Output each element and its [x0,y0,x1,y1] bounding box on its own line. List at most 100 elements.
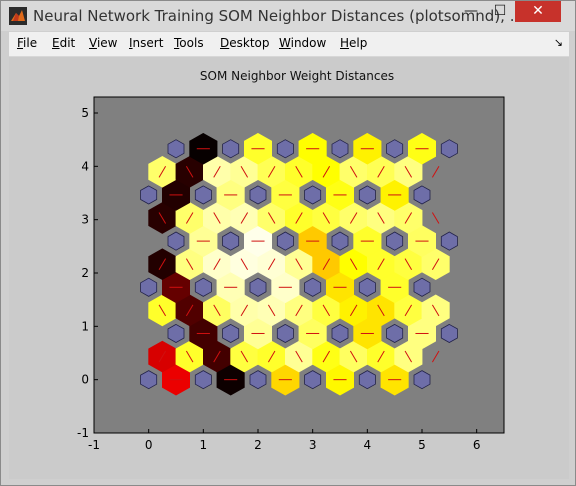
neighbor-line [295,304,303,317]
som-plot: SOM Neighbor Weight Distances -1 0 1 2 3 4 5 6 … [77,69,505,452]
neuron-hexagon [440,139,458,159]
neuron-hexagon [194,370,212,390]
neighbor-line [431,304,440,317]
neighbor-line [213,258,221,270]
neuron-hexagon [304,185,322,205]
neighbor-line [404,350,413,363]
menu-insert-label: nsert [132,36,164,50]
menu-file-mnemonic: F [17,36,24,50]
neuron-hexagon [276,231,294,251]
neighbor-line [295,258,303,270]
menu-view-mnemonic: V [89,36,97,50]
neuron-hexagon [413,185,431,205]
neuron-hexagon [249,277,267,297]
neighbor-line [322,304,331,317]
menu-insert[interactable]: Insert [129,36,163,50]
close-button[interactable]: ✕ [515,1,561,22]
neuron-hexagon [358,370,376,390]
neuron-hexagon [440,231,458,251]
neighbor-line [185,258,194,270]
menu-view[interactable]: View [89,36,117,50]
y-tick-label: 2 [81,266,89,280]
menu-desktop-mnemonic: D [220,36,230,50]
neighbor-line [240,350,249,363]
minimize-button[interactable]: — [464,3,478,19]
maximize-button[interactable]: ☐ [493,3,507,19]
menu-desktop[interactable]: Desktop [220,36,270,50]
x-tick-label: 6 [473,438,481,452]
neighbor-line [185,350,194,363]
x-axis-ticks: -1 0 1 2 3 4 5 6 [88,429,480,452]
neighbor-line [240,166,249,178]
neuron-hexagon [276,323,294,343]
neighbor-line [158,212,167,224]
neuron-hexagon [413,277,431,297]
menu-window-mnemonic: W [279,36,291,50]
menu-file[interactable]: File [17,36,37,50]
menu-help[interactable]: Help [340,36,367,50]
neuron-hexagon [222,139,240,159]
neighbor-line [267,350,276,363]
menu-window[interactable]: Window [279,36,326,50]
neighbor-line [267,258,276,270]
chart-title: SOM Neighbor Weight Distances [200,69,394,83]
neuron-hexagon [194,185,212,205]
neuron-hexagon [413,370,431,390]
neighbor-line [404,212,413,224]
neuron-hexagon [358,185,376,205]
neuron-hexagon [167,139,185,159]
neuron-markers [140,139,458,390]
neuron-hexagon [331,231,349,251]
neighbor-line [377,304,385,317]
neighbor-line [295,166,303,178]
neighbor-line [431,258,440,270]
neighbor-line [158,166,167,178]
neuron-hexagon [167,231,185,251]
neuron-hexagon [140,277,158,297]
dock-arrow-icon[interactable]: ↘ [553,36,563,49]
neighbor-line [349,212,358,224]
neuron-hexagon [386,139,404,159]
x-tick-label: 2 [254,438,262,452]
figure-canvas: SOM Neighbor Weight Distances -1 0 1 2 3 4 5 6 … [9,57,569,479]
x-tick-label: -1 [88,438,100,452]
neuron-hexagon [222,323,240,343]
neighbor-line [431,350,440,363]
menu-edit-mnemonic: E [52,36,60,50]
menu-window-label: indow [290,36,327,50]
menu-tools-label: ools [179,36,204,50]
neighbor-line [377,350,385,363]
menu-view-label: iew [96,36,118,50]
y-tick-label: 3 [81,213,89,227]
menu-edit[interactable]: Edit [52,36,75,50]
menu-tools[interactable]: Tools [174,36,204,50]
neighbor-line [267,212,276,224]
neuron-hexagon [304,370,322,390]
neuron-hexagon [222,231,240,251]
window-title: Neural Network Training SOM Neighbor Dis… [33,7,525,25]
x-tick-label: 5 [418,438,426,452]
y-tick-label: -1 [77,426,89,440]
neighbor-line [322,258,331,270]
neuron-hexagon [167,323,185,343]
neighbor-line [322,350,331,363]
neighbor-line [213,350,221,363]
neuron-hexagon [249,370,267,390]
menu-edit-label: dit [59,36,76,50]
neuron-hexagon [440,323,458,343]
connection-lines [158,148,440,381]
neuron-hexagon [386,323,404,343]
neighbor-line [240,212,249,224]
neighbor-line [404,304,413,317]
menu-desktop-label: esktop [229,36,270,50]
title-bar[interactable]: Neural Network Training SOM Neighbor Dis… [1,1,575,31]
neighbor-line [267,304,276,317]
neighbor-line [349,258,358,270]
matlab-app-icon[interactable] [9,7,27,25]
neighbor-line [322,166,331,178]
neighbor-line [431,212,440,224]
neighbor-line [158,258,167,270]
neighbor-line [377,258,385,270]
menu-file-label: ile [23,36,38,50]
